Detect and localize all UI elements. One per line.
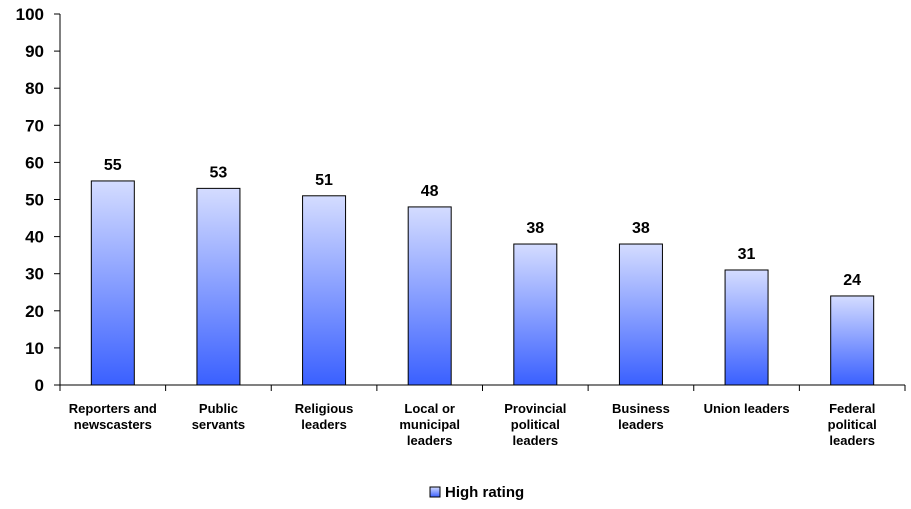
category-label-line: leaders xyxy=(407,433,453,448)
category-label-line: leaders xyxy=(829,433,875,448)
category-label: Union leaders xyxy=(704,401,790,416)
y-tick-label: 60 xyxy=(25,153,44,172)
bar xyxy=(302,195,347,386)
y-tick-label: 90 xyxy=(25,42,44,61)
category-label: Religious leaders xyxy=(295,401,354,432)
category-label-line: municipal xyxy=(399,417,460,432)
category-label-line: political xyxy=(511,417,560,432)
category-label-line: servants xyxy=(192,417,245,432)
bar xyxy=(407,206,452,386)
bar xyxy=(830,295,875,386)
category-label-line: leaders xyxy=(301,417,347,432)
bar xyxy=(513,243,558,386)
category-label-line: Public xyxy=(199,401,238,416)
bar xyxy=(724,269,769,386)
bar xyxy=(90,180,135,386)
y-tick-label: 30 xyxy=(25,265,44,284)
category-label-line: Provincial xyxy=(504,401,566,416)
bar xyxy=(618,243,663,386)
category-label-line: Union leaders xyxy=(704,401,790,416)
category-label-line: leaders xyxy=(513,433,559,448)
category-label: Reporters and newscasters xyxy=(69,401,157,432)
bar-value-label: 48 xyxy=(421,183,439,200)
bar-value-label: 38 xyxy=(632,220,650,237)
category-label: Public servants xyxy=(192,401,245,432)
bar-value-label: 24 xyxy=(843,272,861,289)
y-tick-label: 50 xyxy=(25,191,44,210)
category-label-line: Business xyxy=(612,401,670,416)
y-tick-label: 20 xyxy=(25,302,44,321)
y-tick-label: 70 xyxy=(25,116,44,135)
category-label-line: newscasters xyxy=(74,417,152,432)
category-label-line: Local or xyxy=(404,401,455,416)
category-label: Provincial political leaders xyxy=(504,401,566,448)
bar-value-label: 55 xyxy=(104,157,122,174)
bar-value-label: 51 xyxy=(315,172,333,189)
legend: High rating xyxy=(429,484,524,501)
y-tick-label: 80 xyxy=(25,79,44,98)
bar xyxy=(196,187,241,386)
y-tick-label: 100 xyxy=(16,5,44,24)
category-label-line: Federal xyxy=(829,401,875,416)
category-label: Business leaders xyxy=(612,401,670,432)
y-tick-label: 10 xyxy=(25,339,44,358)
bar-value-label: 38 xyxy=(526,220,544,237)
category-label-line: political xyxy=(828,417,877,432)
category-label-line: Reporters and xyxy=(69,401,157,416)
bar-value-label: 53 xyxy=(210,164,228,181)
y-tick-label: 0 xyxy=(35,376,44,395)
legend-swatch xyxy=(429,486,441,498)
category-label-line: Religious xyxy=(295,401,354,416)
y-tick-label: 40 xyxy=(25,228,44,247)
bar-value-label: 31 xyxy=(738,246,756,263)
category-label-line: leaders xyxy=(618,417,664,432)
category-label: Federal political leaders xyxy=(828,401,877,448)
legend-label-high-rating: High rating xyxy=(445,484,524,501)
category-label: Local or municipal leaders xyxy=(399,401,460,448)
